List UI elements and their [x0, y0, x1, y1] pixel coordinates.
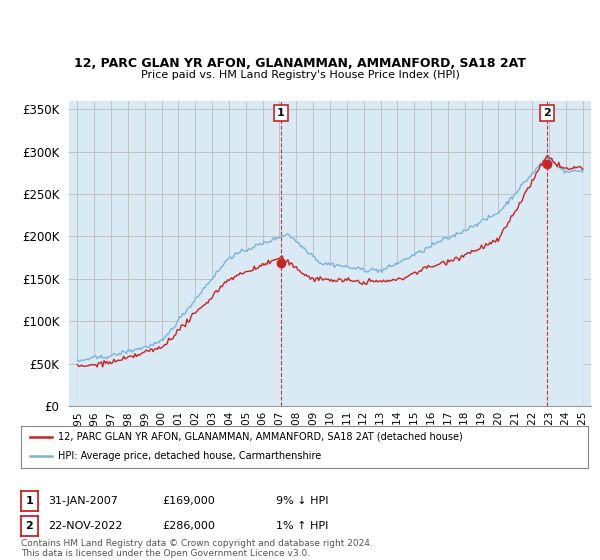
Text: 22-NOV-2022: 22-NOV-2022: [48, 521, 122, 531]
Text: 1: 1: [277, 108, 285, 118]
Text: 12, PARC GLAN YR AFON, GLANAMMAN, AMMANFORD, SA18 2AT (detached house): 12, PARC GLAN YR AFON, GLANAMMAN, AMMANF…: [58, 432, 463, 442]
Text: 9% ↓ HPI: 9% ↓ HPI: [276, 496, 329, 506]
Text: HPI: Average price, detached house, Carmarthenshire: HPI: Average price, detached house, Carm…: [58, 451, 321, 461]
Text: 1% ↑ HPI: 1% ↑ HPI: [276, 521, 328, 531]
Text: 31-JAN-2007: 31-JAN-2007: [48, 496, 118, 506]
Text: Contains HM Land Registry data © Crown copyright and database right 2024.
This d: Contains HM Land Registry data © Crown c…: [21, 539, 373, 558]
Text: Price paid vs. HM Land Registry's House Price Index (HPI): Price paid vs. HM Land Registry's House …: [140, 69, 460, 80]
Text: £286,000: £286,000: [162, 521, 215, 531]
Text: £169,000: £169,000: [162, 496, 215, 506]
Text: 2: 2: [544, 108, 551, 118]
Text: 2: 2: [26, 521, 33, 531]
Text: 12, PARC GLAN YR AFON, GLANAMMAN, AMMANFORD, SA18 2AT: 12, PARC GLAN YR AFON, GLANAMMAN, AMMANF…: [74, 57, 526, 70]
Text: 1: 1: [26, 496, 33, 506]
